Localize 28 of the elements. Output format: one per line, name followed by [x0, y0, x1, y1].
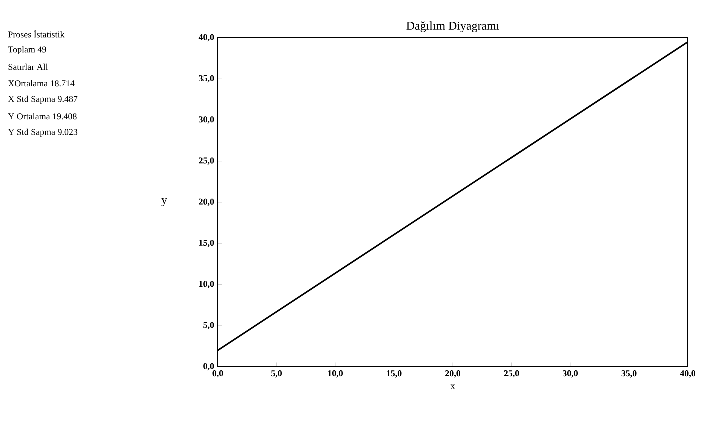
text: XOrtalama 18.714	[8, 80, 75, 87]
y-tick-label: 35,0	[199, 75, 214, 83]
x-tick-label: 10,0	[328, 370, 344, 378]
x-tick-label: 20,0	[446, 370, 461, 378]
x-tick-label: 30,0	[563, 370, 578, 378]
y-axis-title: y	[162, 198, 168, 207]
text: Proses İstatistik	[8, 30, 65, 38]
x-tick-label: 40,0	[680, 370, 696, 378]
y-tick-label: 25,0	[199, 158, 214, 166]
x-tick-label: 5,0	[272, 370, 282, 378]
chart-title: Dağılım Diyagramı	[406, 22, 500, 32]
text: Y Std Sapma 9.023	[8, 128, 78, 138]
text: Y Ortalama 19.408	[8, 113, 77, 120]
y-tick-label: 40,0	[198, 34, 214, 42]
y-tick-label: 30,0	[199, 116, 214, 124]
x-axis-title: x	[450, 384, 456, 390]
x-tick-label: 0,0	[212, 370, 224, 378]
x-tick-label: 35,0	[622, 370, 637, 378]
y-tick-label: 0,0	[204, 363, 214, 371]
text: Satırlar All	[8, 64, 48, 70]
x-tick-label: 25,0	[504, 370, 520, 378]
x-tick-label: 15,0	[387, 370, 402, 378]
text: Toplam 49	[8, 46, 46, 55]
text: X Std Sapma 9.487	[8, 96, 78, 104]
y-tick-label: 20,0	[199, 198, 214, 206]
y-tick-label: 15,0	[200, 240, 214, 248]
y-tick-label: 10,0	[200, 281, 214, 288]
y-tick-label: 5,0	[204, 322, 214, 330]
